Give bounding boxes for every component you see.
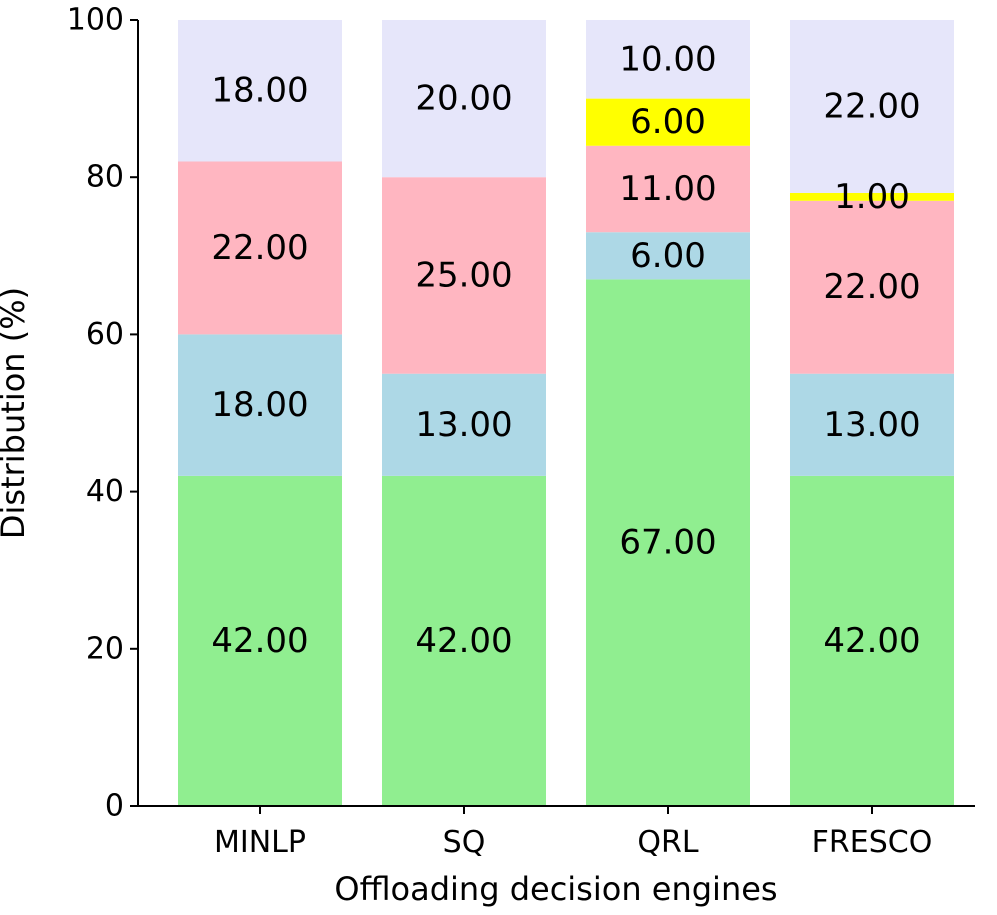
data-label-minlp-4: 18.00 — [211, 71, 308, 111]
data-label-qrl-4: 10.00 — [619, 39, 716, 79]
bar-segment-sq-0 — [382, 475, 546, 806]
bar-segment-qrl-0 — [586, 279, 750, 806]
data-label-fresco-1: 13.00 — [823, 405, 920, 445]
bar-segment-sq-4 — [382, 20, 546, 178]
data-label-minlp-2: 22.00 — [211, 228, 308, 268]
axes-group — [137, 20, 975, 807]
bar-segment-fresco-2 — [790, 200, 954, 374]
data-label-fresco-3: 1.00 — [834, 177, 910, 217]
x-axis-title: Offloading decision engines — [334, 870, 777, 908]
y-tick-label-80: 80 — [86, 160, 124, 195]
data-label-qrl-2: 11.00 — [619, 169, 716, 209]
bar-segment-fresco-0 — [790, 475, 954, 806]
bar-segment-fresco-1 — [790, 373, 954, 476]
data-label-sq-1: 13.00 — [415, 405, 512, 445]
x-tick-label-minlp: MINLP — [214, 825, 306, 860]
segment-labels-group: 42.00 18.00 22.00 18.00 42.00 13.00 25.00 20.00… — [211, 39, 920, 661]
data-label-qrl-1: 6.00 — [630, 236, 706, 276]
y-tick-label-40: 40 — [86, 474, 124, 509]
bar-segment-fresco-3 — [790, 192, 954, 201]
bar-segment-minlp-2 — [178, 161, 342, 335]
bar-segment-minlp-1 — [178, 334, 342, 476]
bar-segment-sq-1 — [382, 373, 546, 476]
x-ticks-group: MINLP SQ QRL FRESCO — [214, 806, 932, 860]
y-tick-label-100: 100 — [67, 3, 124, 38]
bar-segment-minlp-0 — [178, 475, 342, 806]
y-tick-label-0: 0 — [105, 789, 124, 824]
y-ticks-group: 0 20 40 60 80 100 — [67, 3, 138, 824]
bar-segment-qrl-1 — [586, 232, 750, 280]
data-label-sq-0: 42.00 — [415, 621, 512, 661]
bar-segment-qrl-4 — [586, 20, 750, 99]
data-label-fresco-0: 42.00 — [823, 621, 920, 661]
y-axis-title: Distribution (%) — [0, 287, 32, 539]
data-label-minlp-1: 18.00 — [211, 385, 308, 425]
x-tick-label-fresco: FRESCO — [812, 825, 933, 860]
data-label-fresco-4: 22.00 — [823, 86, 920, 126]
data-label-minlp-0: 42.00 — [211, 621, 308, 661]
x-tick-label-qrl: QRL — [637, 825, 698, 860]
data-label-qrl-3: 6.00 — [630, 102, 706, 142]
bars-group — [178, 20, 954, 806]
x-tick-label-sq: SQ — [443, 825, 486, 860]
bar-segment-sq-2 — [382, 177, 546, 374]
bar-segment-qrl-3 — [586, 98, 750, 146]
bar-segment-minlp-4 — [178, 20, 342, 162]
data-label-sq-2: 25.00 — [415, 255, 512, 295]
data-label-qrl-0: 67.00 — [619, 523, 716, 563]
data-label-fresco-2: 22.00 — [823, 267, 920, 307]
bar-segment-fresco-4 — [790, 20, 954, 193]
y-tick-label-60: 60 — [86, 317, 124, 352]
bar-segment-qrl-2 — [586, 145, 750, 233]
data-label-sq-4: 20.00 — [415, 79, 512, 119]
y-tick-label-20: 20 — [86, 631, 124, 666]
